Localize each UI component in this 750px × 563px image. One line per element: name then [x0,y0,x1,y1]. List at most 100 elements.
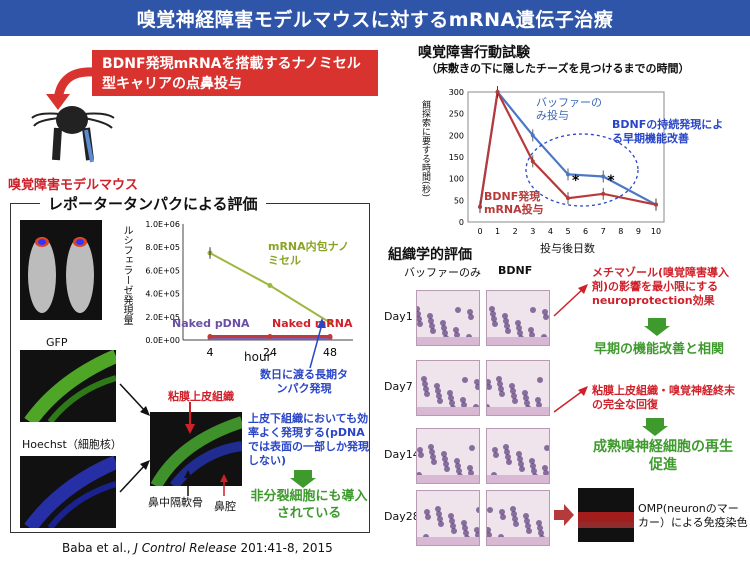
histology-image-bdnf [486,490,550,546]
x-tick-label: 7 [601,227,606,236]
x-tick-label: 9 [636,227,641,236]
y-tick-label: 0.0E+00 [145,336,180,345]
data-point [601,191,606,196]
histology-image-bdnf [486,428,550,484]
mucosa-label: 粘膜上皮組織 [168,390,234,403]
highlight-ellipse [525,133,639,207]
hoechst-image [20,455,119,533]
cavity-label: 鼻腔 [214,500,236,513]
histology-row-label: Day1 [384,310,413,323]
luminescence-image [20,220,102,320]
histology-image-bdnf [486,360,550,416]
y-tick-label: 2.0E+05 [145,313,180,322]
y-tick-label: 150 [449,153,464,162]
data-point [530,133,535,138]
model-label: 嗅覚障害モデルマウス [8,178,139,193]
mucosa-arrow-icon [185,402,195,434]
page-title: 嗅覚神経障害モデルマウスに対するmRNA遺伝子治療 [0,0,750,36]
x-tick-label: 10 [651,227,661,236]
series-line [478,88,657,207]
merge-arrows-icon [119,383,150,493]
histology-title: 組織学的評価 [388,247,472,263]
label-arrows-icon [184,470,228,496]
data-point [601,174,606,179]
mouse-icon [31,106,115,163]
histology-image-buffer [416,428,480,484]
y-tick-label: 50 [454,196,464,205]
reporter-title: レポータータンパクによる評価 [40,193,266,214]
merge-image [150,412,244,490]
omp-image [578,488,634,542]
y-tick-label: 250 [449,110,464,119]
septum-label: 鼻中隔軟骨 [148,496,203,509]
series-label-buffer: バッファーのみ投与 [536,96,602,122]
y-tick-label: 100 [449,175,464,184]
right-text-1: メチマゾール(嗅覚障害導入剤)の影響を最小限にするneuroprotection… [592,266,730,307]
x-tick-label: 0 [477,227,482,236]
data-point [267,334,273,340]
data-point [530,159,535,164]
series-label-bdnf: BDNF発現mRNA投与 [484,190,544,216]
delivery-box: BDNF発現mRNAを搭載するナノミセル型キャリアの点鼻投与 [92,50,378,96]
data-point [207,334,213,340]
histology-row-label: Day28 [384,510,420,523]
histology-image-bdnf [486,290,550,346]
x-tick-label: 48 [323,346,337,359]
data-point [566,196,570,201]
y-tick-label: 1.0E+06 [145,220,180,229]
right-text-3: 粘膜上皮組織・嗅覚神経終末の完全な回復 [592,384,735,411]
green-arrow-icon-2 [642,418,668,436]
nondividing-text: 非分裂細胞にも導入されている [250,489,368,521]
histology-image-buffer [416,360,480,416]
behavior-note: BDNFの持続発現による早期機能改善 [612,118,724,145]
y-tick-label: 0 [459,218,464,227]
expression-text: 上皮下組織においても効率よく発現する(pDNAでは表面の一部しか発現しない) [248,412,369,467]
significance-star: * [607,173,615,189]
citation: Baba et al., J Control Release 201:41-8,… [62,541,333,555]
histology-col-buffer: バッファーのみ [404,266,481,279]
x-tick-label: 4 [548,227,553,236]
behavior-title: 嗅覚障害行動試験 [418,45,530,61]
luciferase-xlabel: hour [244,350,272,364]
data-point [654,202,658,207]
significance-star: * [572,173,580,189]
right-text-2: 早期の機能改善と相関 [594,342,725,357]
hoechst-label: Hoechst（細胞核） [22,438,122,451]
omp-text: OMP(neuronのマーカー）による免疫染色 [638,502,748,529]
data-point [566,172,570,177]
x-tick-label: 3 [530,227,535,236]
behavior-xlabel: 投与後日数 [540,242,595,255]
x-tick-label: 2 [513,227,518,236]
luciferase-ylabel: ルシフェラーゼ発現量 [121,225,132,325]
series-label-pdna: Naked pDNA [172,317,250,330]
plot-frame [467,91,665,223]
y-tick-label: 200 [449,131,464,140]
histology-row-label: Day14 [384,448,420,461]
x-tick-label: 1 [495,227,500,236]
right-text-4: 成熟嗅神経細胞の再生促進 [593,439,733,473]
red-arrow-icon-1 [553,284,588,317]
y-tick-label: 300 [449,88,464,97]
y-tick-label: 6.0E+05 [145,266,180,275]
histology-row-label: Day7 [384,380,413,393]
data-point [327,320,333,326]
gfp-label: GFP [46,336,68,349]
series-label-micelle: mRNA内包ナノミセル [268,240,350,267]
right-arrow-icon [554,504,574,526]
histology-col-bdnf: BDNF [498,264,533,277]
series-label-mrna: Naked mRNA [272,317,353,330]
x-tick-label: 24 [263,346,277,359]
data-point [327,334,333,340]
histology-image-buffer [416,490,480,546]
y-tick-label: 8.0E+05 [145,243,180,252]
luciferase-chart: 1.0E+06 8.0E+05 6.0E+05 4.0E+05 2.0E+05 0.0E+… [145,220,353,359]
curved-arrow-icon [46,67,95,110]
down-arrow-icon [290,470,316,488]
behavior-subtitle: （床敷きの下に隠したチーズを見つけるまでの時間） [426,62,690,75]
y-tick-label: 4.0E+05 [145,290,180,299]
behavior-ylabel: 餌探索に要する時間(秒) [420,100,430,198]
x-tick-label: 8 [618,227,623,236]
histology-image-buffer [416,290,480,346]
green-arrow-icon-1 [644,318,670,336]
x-tick-label: 6 [583,227,588,236]
